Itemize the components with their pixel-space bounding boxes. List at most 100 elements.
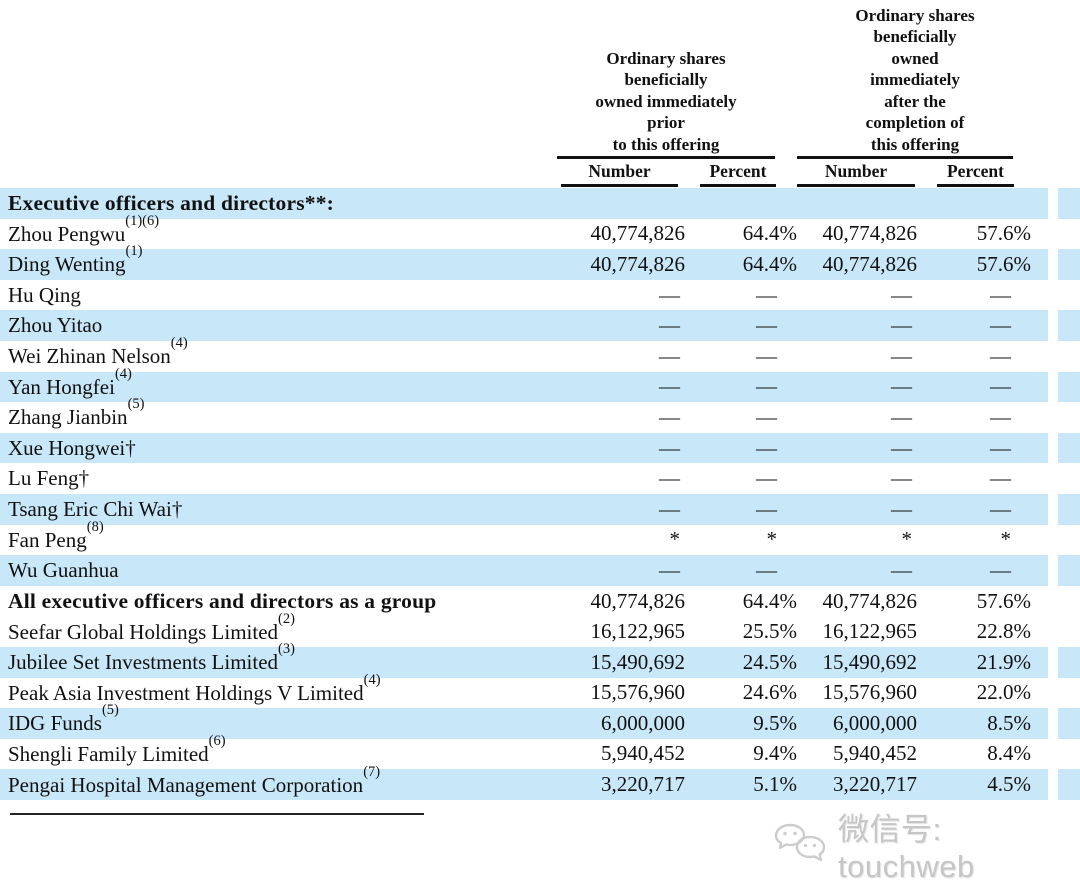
shareholder-name: Seefar Global Holdings Limited(2) <box>0 611 555 645</box>
shareholder-table: Executive officers and directors**: Zhou… <box>0 188 1080 800</box>
shareholder-name: Zhou Pengwu(1)(6) <box>0 213 555 247</box>
shareholder-name-text: Seefar Global Holdings Limited <box>8 619 279 644</box>
after-percent-underline <box>937 184 1014 187</box>
footnote-ref: (4) <box>114 365 132 382</box>
cell-percent-after: 57.6% <box>976 221 1031 246</box>
watermark-text: 微信号: touchweb <box>838 811 975 884</box>
cell-number-after: 40,774,826 <box>822 588 918 613</box>
footnote-ref: (7) <box>363 763 381 780</box>
cell-percent-after: 8.5% <box>987 710 1031 735</box>
cell-number-prior: 5,940,452 <box>601 741 685 766</box>
footnote-ref: (5) <box>127 396 145 413</box>
table-row-main: Wei Zhinan Nelson(4) — — — — <box>0 335 1048 372</box>
shareholder-name-text: Shengli Family Limited <box>8 741 209 766</box>
shareholder-name: Zhou Yitao <box>0 313 555 338</box>
column-gutter <box>1048 769 1058 800</box>
column-group-after-title: Ordinary shares beneficially owned immed… <box>855 5 975 154</box>
table-row-main: Zhang Jianbin(5) — — — — <box>0 396 1048 433</box>
shareholder-name: Executive officers and directors**: <box>0 191 555 216</box>
footnote-separator-rule <box>10 813 424 815</box>
right-edge-strip <box>1058 402 1080 433</box>
cell-percent-prior: 24.6% <box>742 680 797 705</box>
cell-percent-after: — <box>990 282 1011 307</box>
cell-number-prior: 15,576,960 <box>590 680 686 705</box>
table-row: Lu Feng† — — — — <box>0 463 1080 494</box>
cell-percent-after: 57.6% <box>976 251 1031 276</box>
shareholder-name-text: Zhou Yitao <box>8 313 103 338</box>
prior-group-underline <box>557 156 775 159</box>
cell-percent-prior: 64.4% <box>742 588 797 613</box>
table-row: Zhou Yitao — — — — <box>0 310 1080 341</box>
cell-percent-prior: 5.1% <box>753 772 797 797</box>
shareholder-name-text: Pengai Hospital Management Corporation <box>8 772 364 797</box>
table-row-main: IDG Funds(5) 6,000,000 9.5% 6,000,000 8.… <box>0 702 1048 739</box>
cell-percent-prior: * <box>766 527 778 552</box>
cell-percent-prior: — <box>756 435 777 460</box>
after-number-header: Number <box>824 161 888 181</box>
cell-number-after: 5,940,452 <box>833 741 917 766</box>
cell-percent-after: 4.5% <box>987 772 1031 797</box>
cell-number-after: 16,122,965 <box>822 619 918 644</box>
wechat-icon <box>774 823 826 862</box>
table-row: Seefar Global Holdings Limited(2) 16,122… <box>0 611 1080 647</box>
cell-percent-after: 22.0% <box>976 680 1031 705</box>
cell-percent-after: — <box>990 496 1011 521</box>
cell-percent-after: — <box>990 435 1011 460</box>
cell-percent-after: — <box>990 557 1011 582</box>
right-edge-strip <box>1058 616 1080 647</box>
shareholder-name-text: Wu Guanhua <box>8 557 119 582</box>
column-gutter <box>1048 249 1058 280</box>
shareholder-name: Lu Feng† <box>0 466 555 491</box>
table-row: Tsang Eric Chi Wai† — — — — <box>0 493 1080 525</box>
cell-number-after: — <box>891 374 912 399</box>
cell-number-after: — <box>891 343 912 368</box>
right-edge-strip <box>1058 463 1080 494</box>
shareholder-name: Zhang Jianbin(5) <box>0 396 555 430</box>
footnote-ref: (6) <box>208 732 226 749</box>
table-row: Zhang Jianbin(5) — — — — <box>0 396 1080 433</box>
shareholder-name-text: Zhang Jianbin <box>8 405 128 430</box>
column-gutter <box>1048 677 1058 709</box>
shareholder-name: Shengli Family Limited(6) <box>0 733 555 767</box>
table-row: All executive officers and directors as … <box>0 585 1080 617</box>
right-edge-strip <box>1058 555 1080 586</box>
shareholder-name: Jubilee Set Investments Limited(3) <box>0 641 555 675</box>
cell-percent-prior: 9.4% <box>753 741 797 766</box>
table-row: Pengai Hospital Management Corporation(7… <box>0 764 1080 800</box>
shareholder-name: Xue Hongwei† <box>0 436 555 461</box>
column-gutter <box>1048 463 1058 494</box>
column-gutter <box>1048 340 1058 372</box>
table-row-main: Fan Peng(8) * * * * <box>0 519 1048 556</box>
cell-percent-after: — <box>990 343 1011 368</box>
cell-percent-prior: — <box>756 343 777 368</box>
cell-number-after: 40,774,826 <box>822 221 918 246</box>
table-row-main: Hu Qing — — — — <box>0 280 1048 311</box>
shareholder-name: Wei Zhinan Nelson(4) <box>0 335 555 369</box>
cell-percent-prior: 64.4% <box>742 251 797 276</box>
cell-percent-prior: 24.5% <box>742 649 797 674</box>
column-group-prior-title: Ordinary shares beneficially owned immed… <box>595 48 737 154</box>
cell-percent-after: 21.9% <box>976 649 1031 674</box>
after-group-underline <box>797 156 1013 159</box>
footnote-ref: (1) <box>125 243 143 260</box>
cell-number-after: — <box>891 435 912 460</box>
table-row-main: Seefar Global Holdings Limited(2) 16,122… <box>0 611 1048 647</box>
table-row: Zhou Pengwu(1)(6) 40,774,826 64.4% 40,77… <box>0 213 1080 250</box>
cell-percent-after: — <box>990 404 1011 429</box>
prior-number-underline <box>561 184 678 187</box>
column-gutter <box>1048 371 1058 403</box>
column-gutter <box>1048 555 1058 586</box>
cell-number-after: * <box>901 527 913 552</box>
cell-number-prior: — <box>659 374 680 399</box>
column-gutter <box>1048 524 1058 556</box>
cell-percent-prior: — <box>756 282 777 307</box>
cell-number-prior: 40,774,826 <box>590 588 686 613</box>
right-edge-strip <box>1058 708 1080 739</box>
cell-number-prior: — <box>659 404 680 429</box>
right-edge-strip <box>1058 432 1080 464</box>
cell-percent-prior: 64.4% <box>742 221 797 246</box>
column-gutter <box>1048 493 1058 525</box>
prior-percent-header: Percent <box>709 161 767 181</box>
cell-number-after: — <box>891 466 912 491</box>
table-header: Ordinary shares beneficially owned immed… <box>0 0 1080 188</box>
